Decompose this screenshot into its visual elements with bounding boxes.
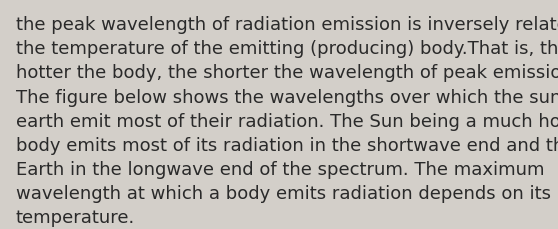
Text: body emits most of its radiation in the shortwave end and the: body emits most of its radiation in the … — [16, 136, 558, 154]
Text: The figure below shows the wavelengths over which the sun and: The figure below shows the wavelengths o… — [16, 88, 558, 106]
Text: Earth in the longwave end of the spectrum. The maximum: Earth in the longwave end of the spectru… — [16, 160, 544, 178]
Text: hotter the body, the shorter the wavelength of peak emission.: hotter the body, the shorter the wavelen… — [16, 64, 558, 82]
Text: wavelength at which a body emits radiation depends on its: wavelength at which a body emits radiati… — [16, 184, 551, 202]
Text: the peak wavelength of radiation emission is inversely related to: the peak wavelength of radiation emissio… — [16, 16, 558, 34]
Text: the temperature of the emitting (producing) body.That is, the: the temperature of the emitting (produci… — [16, 40, 558, 58]
Text: temperature.: temperature. — [16, 208, 135, 226]
Text: earth emit most of their radiation. The Sun being a much hotter: earth emit most of their radiation. The … — [16, 112, 558, 130]
